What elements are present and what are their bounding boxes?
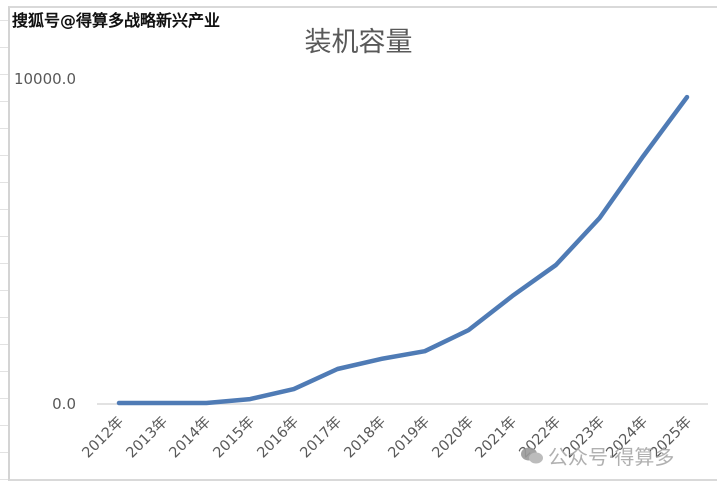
row-gridline	[0, 371, 8, 372]
wechat-watermark-text: 公众号·得算多	[548, 445, 675, 469]
row-gridline	[0, 344, 8, 345]
wechat-watermark: 公众号·得算多	[520, 441, 674, 470]
row-gridline	[0, 209, 8, 210]
source-watermark: 搜狐号@得算多战略新兴产业	[12, 11, 221, 30]
row-gridline	[0, 263, 8, 264]
row-gridline	[0, 236, 8, 237]
row-gridline	[0, 398, 8, 399]
row-gridline	[0, 290, 8, 291]
row-gridline	[0, 47, 8, 48]
row-gridline	[0, 74, 8, 75]
row-gridline	[0, 317, 8, 318]
row-gridline	[0, 479, 8, 480]
row-gridline	[0, 101, 8, 102]
y-axis-tick-max: 10000.0	[13, 70, 76, 88]
row-gridline	[0, 155, 8, 156]
row-gridline	[0, 182, 8, 183]
wechat-icon	[520, 446, 544, 466]
row-gridline	[0, 128, 8, 129]
row-gridline	[0, 452, 8, 453]
row-gridline	[0, 425, 8, 426]
chart-title: 装机容量	[304, 27, 413, 58]
chart-frame	[8, 6, 717, 481]
series-line-installed-capacity	[116, 94, 690, 406]
y-axis-tick-zero: 0.0	[52, 395, 76, 413]
row-gridline	[0, 20, 8, 21]
